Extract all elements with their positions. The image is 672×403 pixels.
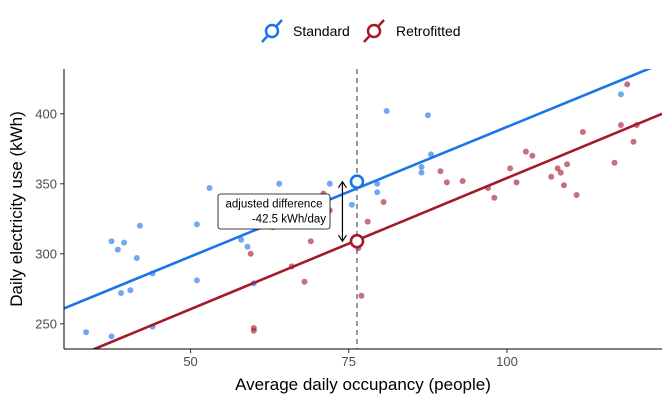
difference-arrow-head-bottom: [337, 234, 347, 243]
data-point-standard: [108, 238, 115, 245]
data-point-standard: [193, 277, 200, 284]
x-tick-label: 50: [183, 354, 197, 369]
data-point-retrofitted: [459, 178, 466, 184]
y-tick-label: 400: [35, 106, 57, 121]
legend-key-standard: [261, 19, 283, 43]
difference-arrow-head-top: [337, 180, 347, 189]
data-point-retrofitted: [548, 173, 555, 180]
data-point-standard: [348, 201, 355, 208]
data-point-retrofitted: [522, 148, 529, 155]
fit-line-standard: [64, 69, 652, 310]
y-axis-title: Daily electricity use (kWh): [7, 111, 26, 307]
annotation-line-2: -42.5 kWh/day: [252, 214, 326, 226]
data-point-standard: [418, 164, 425, 170]
data-point-standard: [83, 329, 90, 336]
data-point-standard: [244, 243, 251, 250]
data-point-standard: [108, 333, 115, 340]
data-point-standard: [326, 180, 333, 187]
data-point-retrofitted: [301, 278, 308, 285]
data-point-retrofitted: [358, 292, 365, 299]
data-point-retrofitted: [443, 179, 450, 186]
data-point-retrofitted: [560, 182, 567, 189]
x-tick-label: 100: [496, 354, 518, 369]
annotation-box: [217, 193, 331, 230]
adjusted-mean-marker-retrofitted: [349, 233, 365, 249]
data-point-standard: [114, 246, 121, 253]
data-point-retrofitted: [557, 169, 564, 176]
data-point-retrofitted: [513, 179, 520, 186]
data-point-standard: [193, 221, 200, 228]
legend-key-retrofitted: [363, 19, 385, 43]
data-point-standard: [428, 151, 434, 158]
y-tick-label: 350: [35, 176, 57, 191]
data-point-retrofitted: [437, 168, 444, 175]
legend-label-standard: Standard: [293, 23, 350, 39]
data-point-standard: [424, 112, 431, 119]
data-point-retrofitted: [380, 199, 387, 205]
data-point-retrofitted: [507, 165, 514, 172]
data-point-standard: [418, 169, 425, 176]
legend: Standard Retrofitted: [261, 19, 461, 43]
data-point-standard: [206, 185, 213, 191]
x-axis-title: Average daily occupancy (people): [235, 375, 491, 394]
legend-label-retrofitted: Retrofitted: [396, 23, 461, 39]
data-point-standard: [133, 255, 140, 261]
data-point-standard: [121, 239, 128, 246]
data-point-standard: [276, 180, 283, 187]
data-point-retrofitted: [307, 238, 314, 245]
annotation-line-1: adjusted difference: [226, 199, 323, 211]
y-tick-label: 300: [35, 246, 57, 261]
data-point-retrofitted: [491, 194, 498, 201]
data-point-standard: [374, 180, 381, 187]
data-point-standard: [127, 287, 134, 294]
adjusted-mean-marker-standard: [349, 174, 365, 189]
y-tick-label: 250: [35, 316, 57, 331]
annotation: adjusted difference -42.5 kWh/day: [217, 193, 331, 230]
data-point-standard: [383, 108, 390, 114]
data-point-standard: [136, 222, 143, 229]
data-point-retrofitted: [247, 250, 254, 257]
data-point-retrofitted: [624, 81, 631, 88]
data-point-standard: [617, 91, 624, 98]
x-tick-label: 75: [342, 354, 356, 369]
data-point-retrofitted: [617, 122, 624, 128]
data-point-retrofitted: [573, 192, 580, 198]
data-point-retrofitted: [529, 152, 536, 159]
data-point-retrofitted: [611, 159, 618, 166]
data-point-retrofitted: [579, 129, 586, 135]
data-point-retrofitted: [554, 165, 561, 172]
data-point-retrofitted: [364, 218, 371, 225]
data-point-standard: [238, 236, 245, 243]
data-point-retrofitted: [564, 161, 571, 168]
data-point-standard: [374, 189, 381, 196]
data-point-retrofitted: [250, 325, 257, 331]
data-point-retrofitted: [630, 138, 637, 145]
data-point-standard: [118, 290, 124, 296]
